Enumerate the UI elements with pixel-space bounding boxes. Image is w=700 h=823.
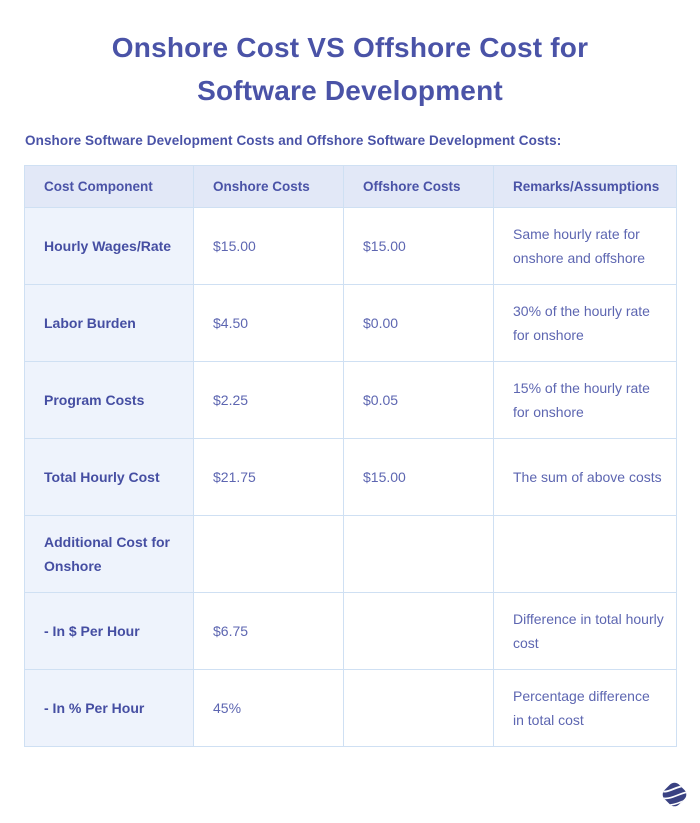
column-header-offshore-costs: Offshore Costs — [343, 165, 494, 208]
remarks-cell: 30% of the hourly rate for onshore — [493, 284, 677, 362]
cost-comparison-table: Cost Component Onshore Costs Offshore Co… — [24, 165, 677, 747]
remarks-cell: The sum of above costs — [493, 438, 677, 516]
page-subtitle: Onshore Software Development Costs and O… — [25, 133, 562, 148]
remarks-cell — [493, 515, 677, 593]
row-label-cell: Additional Cost for Onshore — [24, 515, 194, 593]
table-row: Total Hourly Cost $21.75 $15.00 The sum … — [24, 438, 677, 516]
offshore-cost-cell — [343, 515, 494, 593]
remarks-cell: Same hourly rate for onshore and offshor… — [493, 207, 677, 285]
brand-logo-icon — [660, 782, 689, 807]
table-row: Labor Burden $4.50 $0.00 30% of the hour… — [24, 284, 677, 362]
offshore-cost-cell: $0.05 — [343, 361, 494, 439]
row-label-cell: Hourly Wages/Rate — [24, 207, 194, 285]
row-label-cell: Labor Burden — [24, 284, 194, 362]
page-title-line-2: Software Development — [197, 75, 503, 106]
offshore-cost-cell — [343, 669, 494, 747]
offshore-cost-cell: $15.00 — [343, 207, 494, 285]
onshore-cost-cell: $6.75 — [193, 592, 344, 670]
offshore-cost-cell: $15.00 — [343, 438, 494, 516]
page-title-line-1: Onshore Cost VS Offshore Cost for — [111, 32, 589, 63]
table-row: Hourly Wages/Rate $15.00 $15.00 Same hou… — [24, 207, 677, 285]
row-label-cell: - In $ Per Hour — [24, 592, 194, 670]
onshore-cost-cell: $15.00 — [193, 207, 344, 285]
column-header-remarks: Remarks/Assumptions — [493, 165, 677, 208]
table-row: - In $ Per Hour $6.75 Difference in tota… — [24, 592, 677, 670]
row-label-cell: Program Costs — [24, 361, 194, 439]
offshore-cost-cell — [343, 592, 494, 670]
page-title: Onshore Cost VS Offshore Cost for Softwa… — [40, 26, 660, 112]
onshore-cost-cell: $4.50 — [193, 284, 344, 362]
remarks-cell: Percentage difference in total cost — [493, 669, 677, 747]
row-label-cell: Total Hourly Cost — [24, 438, 194, 516]
table-header-row: Cost Component Onshore Costs Offshore Co… — [24, 165, 677, 208]
onshore-cost-cell — [193, 515, 344, 593]
onshore-cost-cell: 45% — [193, 669, 344, 747]
table-row: - In % Per Hour 45% Percentage differenc… — [24, 669, 677, 747]
remarks-cell: Difference in total hourly cost — [493, 592, 677, 670]
remarks-cell: 15% of the hourly rate for onshore — [493, 361, 677, 439]
row-label-cell: - In % Per Hour — [24, 669, 194, 747]
offshore-cost-cell: $0.00 — [343, 284, 494, 362]
onshore-cost-cell: $21.75 — [193, 438, 344, 516]
onshore-cost-cell: $2.25 — [193, 361, 344, 439]
table-row: Additional Cost for Onshore — [24, 515, 677, 593]
table-row: Program Costs $2.25 $0.05 15% of the hou… — [24, 361, 677, 439]
column-header-cost-component: Cost Component — [24, 165, 194, 208]
column-header-onshore-costs: Onshore Costs — [193, 165, 344, 208]
